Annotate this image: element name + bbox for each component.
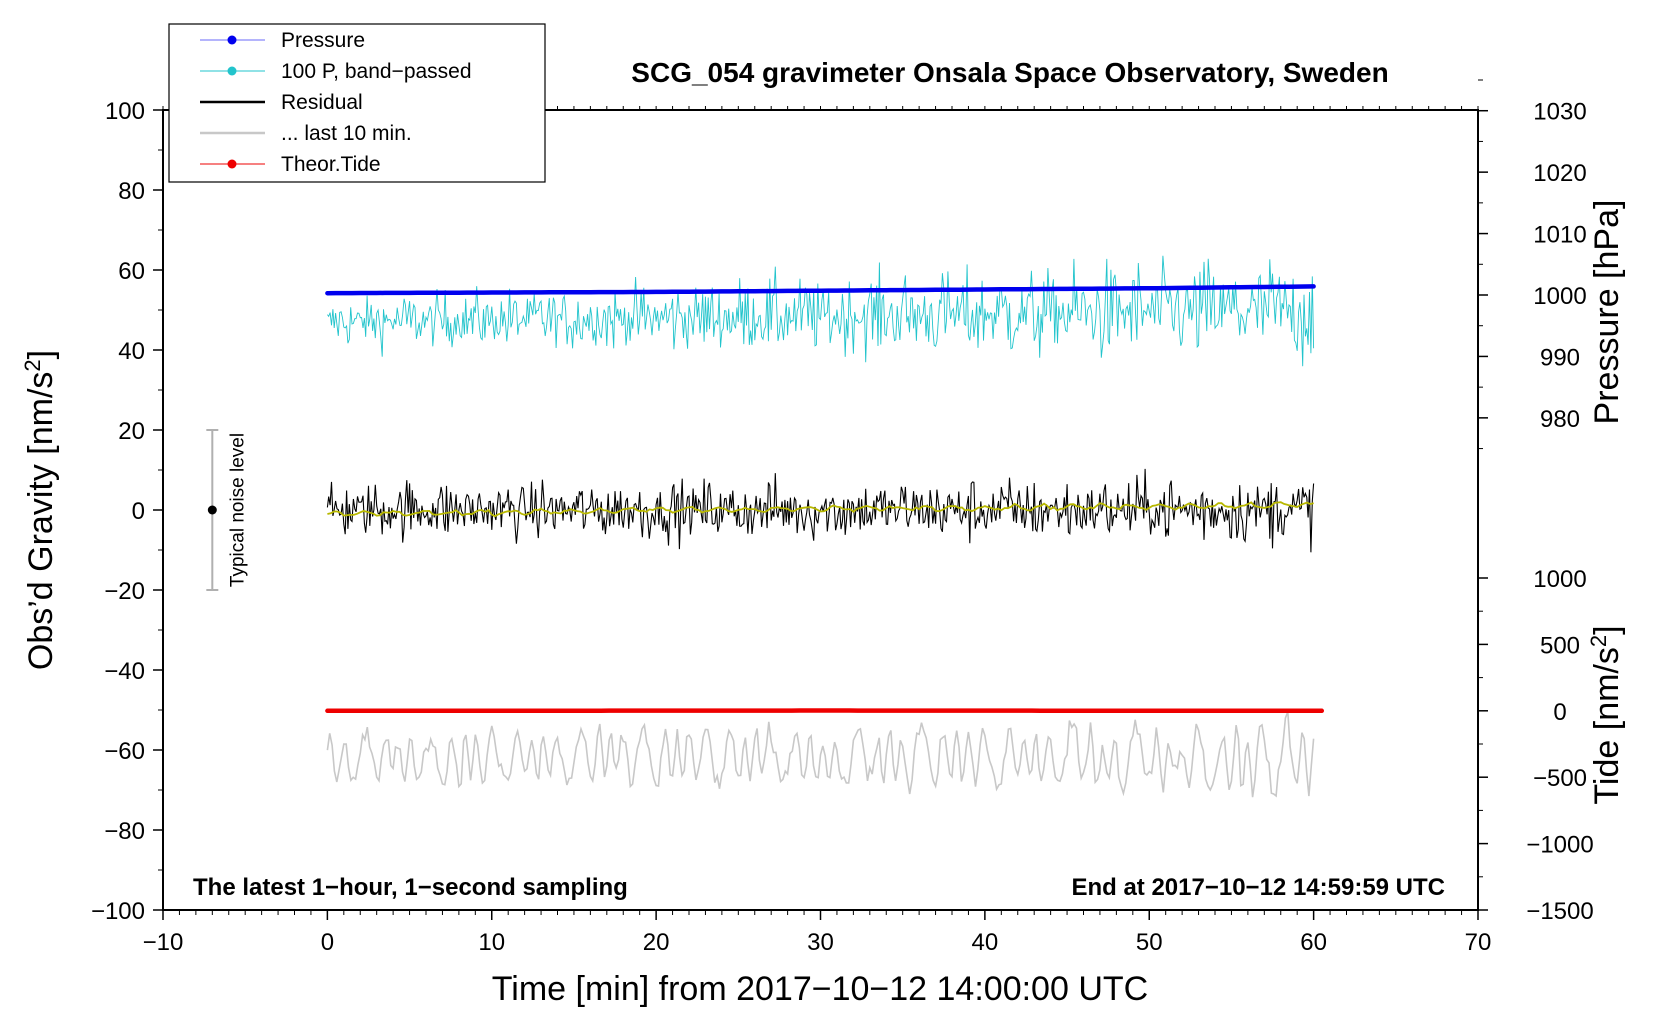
tide-tick-label: −1000 bbox=[1526, 832, 1593, 859]
y-axis-title-tide-close: ] bbox=[1588, 625, 1626, 634]
y-axis-title-tide-main: Tide [nm/s bbox=[1588, 647, 1626, 804]
legend-label-1: 100 P, band−passed bbox=[281, 60, 472, 83]
pressure-tick-label: 1030 bbox=[1533, 99, 1586, 126]
series-layer bbox=[325, 255, 1325, 798]
x-tick-label: 40 bbox=[972, 929, 999, 956]
series-pressure bbox=[325, 284, 1316, 296]
x-tick-label: 0 bbox=[321, 929, 334, 956]
legend-label-3: ... last 10 min. bbox=[281, 122, 412, 145]
tide-tick-label: 500 bbox=[1540, 632, 1580, 659]
x-tick-label: 20 bbox=[643, 929, 670, 956]
legend-marker-4 bbox=[227, 159, 237, 169]
x-tick-label: 70 bbox=[1465, 929, 1492, 956]
y-axis-title-left-sup: 2 bbox=[20, 359, 45, 371]
annotation-end-time: End at 2017−10−12 14:59:59 UTC bbox=[1071, 874, 1445, 901]
x-tick-label: 60 bbox=[1300, 929, 1327, 956]
y-tick-label: 60 bbox=[118, 258, 145, 285]
y-axis-title-left: Obs’d Gravity [nm/s2] bbox=[20, 350, 60, 670]
legend: Pressure 100 P, band−passed Residual ... la… bbox=[168, 23, 546, 183]
y-tick-label: 0 bbox=[132, 498, 145, 525]
pressure-tick-label: 1020 bbox=[1533, 160, 1586, 187]
chart-title: SCG_054 gravimeter Onsala Space Observat… bbox=[631, 57, 1388, 88]
y-tick-label: −60 bbox=[104, 738, 145, 765]
y-axis-title-pressure: Pressure [hPa] bbox=[1588, 200, 1626, 425]
legend-label-0: Pressure bbox=[281, 29, 365, 52]
noise-bar-center-dot bbox=[207, 505, 217, 515]
pressure-tick-label: 980 bbox=[1540, 406, 1580, 433]
y-tick-label: 20 bbox=[118, 418, 145, 445]
y-axis-title-left-main: Obs’d Gravity [nm/s bbox=[22, 372, 60, 671]
y-tick-label: −80 bbox=[104, 818, 145, 845]
series-residual bbox=[326, 468, 1315, 553]
x-tick-label: 30 bbox=[807, 929, 834, 956]
pressure-tick-label: 990 bbox=[1540, 344, 1580, 371]
pressure-tick-label: 1000 bbox=[1533, 283, 1586, 310]
tide-tick-label: 1000 bbox=[1533, 566, 1586, 593]
legend-label-2: Residual bbox=[281, 91, 363, 114]
axis-layer: −10 0 10 20 30 40 50 60 70−100−80−60−40−20020406… bbox=[91, 79, 1594, 956]
y-tick-label: 100 bbox=[105, 98, 145, 125]
noise-indicator: Typical noise level bbox=[206, 429, 248, 591]
y-axis-title-left-close: ] bbox=[22, 350, 60, 359]
y-tick-label: −100 bbox=[91, 898, 145, 925]
legend-marker-1 bbox=[227, 66, 237, 76]
series-last-10-min bbox=[326, 711, 1315, 798]
y-tick-label: −40 bbox=[104, 658, 145, 685]
pressure-tick-label: 1010 bbox=[1533, 222, 1586, 249]
legend-label-4: Theor.Tide bbox=[281, 153, 381, 176]
tide-tick-label: −1500 bbox=[1526, 898, 1593, 925]
tide-tick-label: −500 bbox=[1533, 765, 1587, 792]
x-tick-label: −10 bbox=[143, 929, 184, 956]
y-axis-title-tide-sup: 2 bbox=[1586, 635, 1611, 647]
legend-marker-0 bbox=[227, 35, 237, 45]
annotation-sampling: The latest 1−hour, 1−second sampling bbox=[193, 874, 628, 901]
series-100-p-band-passed bbox=[327, 255, 1315, 367]
tide-tick-label: 0 bbox=[1553, 699, 1566, 726]
x-axis-title: Time [min] from 2017−10−12 14:00:00 UTC bbox=[492, 970, 1148, 1008]
noise-label: Typical noise level bbox=[227, 433, 248, 587]
y-axis-title-tide: Tide [nm/s2] bbox=[1586, 625, 1626, 804]
y-tick-label: −20 bbox=[104, 578, 145, 605]
y-tick-label: 40 bbox=[118, 338, 145, 365]
y-tick-label: 80 bbox=[118, 178, 145, 205]
x-tick-label: 50 bbox=[1136, 929, 1163, 956]
x-tick-label: 10 bbox=[478, 929, 505, 956]
series-running-mean bbox=[327, 501, 1314, 518]
